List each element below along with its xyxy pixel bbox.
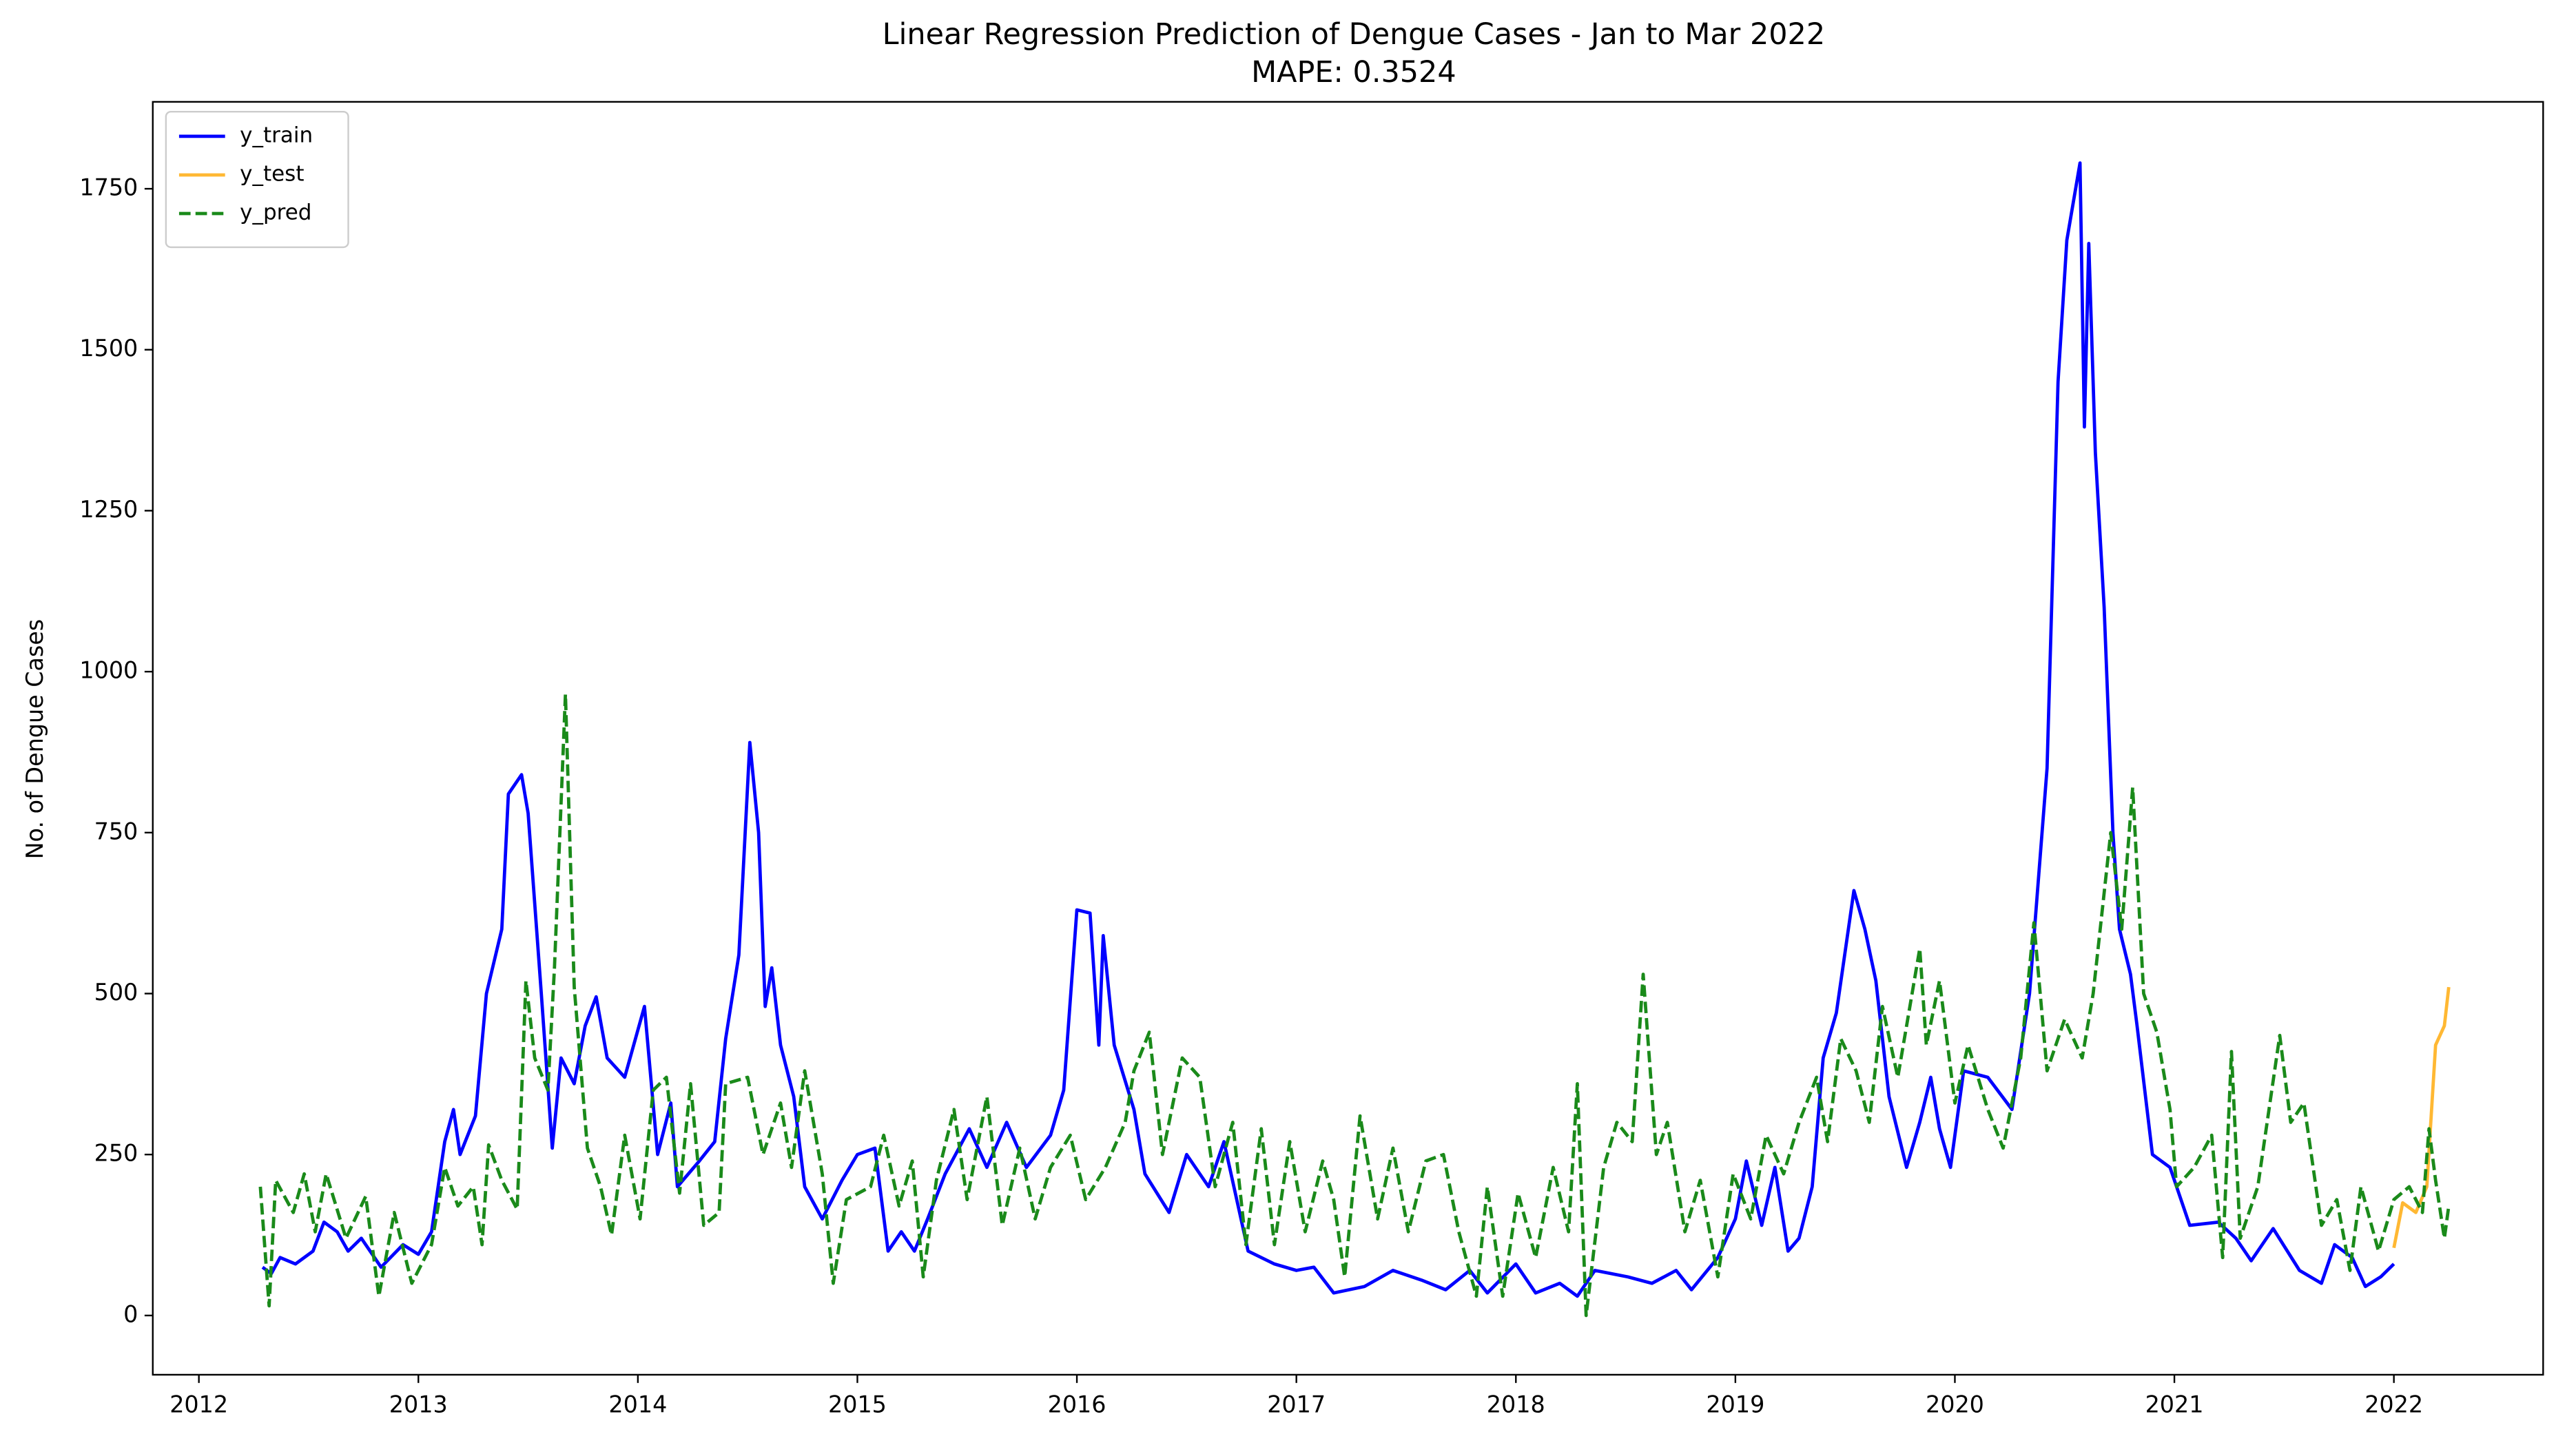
series-line (2392, 986, 2451, 1249)
x-tick-label: 2022 (2364, 1391, 2423, 1418)
series-line (261, 161, 2395, 1298)
axes-frame (152, 101, 2544, 1376)
x-tick-label: 2019 (1706, 1391, 1764, 1418)
y-tick-label: 1250 (79, 496, 138, 523)
y-tick-label: 250 (94, 1140, 138, 1167)
y-tick-label: 1000 (79, 657, 138, 684)
y-tick-label: 750 (94, 818, 138, 844)
legend-label: y_train (240, 123, 313, 147)
plot-area (258, 161, 2451, 1318)
x-tick-label: 2014 (608, 1391, 667, 1418)
legend-label: y_pred (240, 200, 311, 225)
x-tick-label: 2021 (2145, 1391, 2204, 1418)
x-tick-label: 2016 (1048, 1391, 1106, 1418)
y-tick-label: 1750 (79, 174, 138, 201)
series-line (258, 692, 2451, 1318)
legend-label: y_test (240, 161, 304, 186)
legend: y_train y_test y_pred (165, 110, 349, 249)
chart-title: Linear Regression Prediction of Dengue C… (883, 17, 1826, 52)
y-tick-label: 500 (94, 979, 138, 1006)
chart-subtitle: MAPE: 0.3524 (1251, 55, 1456, 90)
y-tick-label: 1500 (79, 335, 138, 362)
y-tick-label: 0 (123, 1300, 138, 1327)
x-tick-label: 2017 (1267, 1391, 1326, 1418)
x-tick-label: 2013 (389, 1391, 448, 1418)
x-tick-label: 2015 (828, 1391, 887, 1418)
legend-box (165, 110, 349, 249)
x-tick-label: 2020 (1926, 1391, 1984, 1418)
x-tick-label: 2012 (169, 1391, 228, 1418)
x-tick-label: 2018 (1487, 1391, 1545, 1418)
y-axis-label: No. of Dengue Cases (21, 619, 48, 860)
